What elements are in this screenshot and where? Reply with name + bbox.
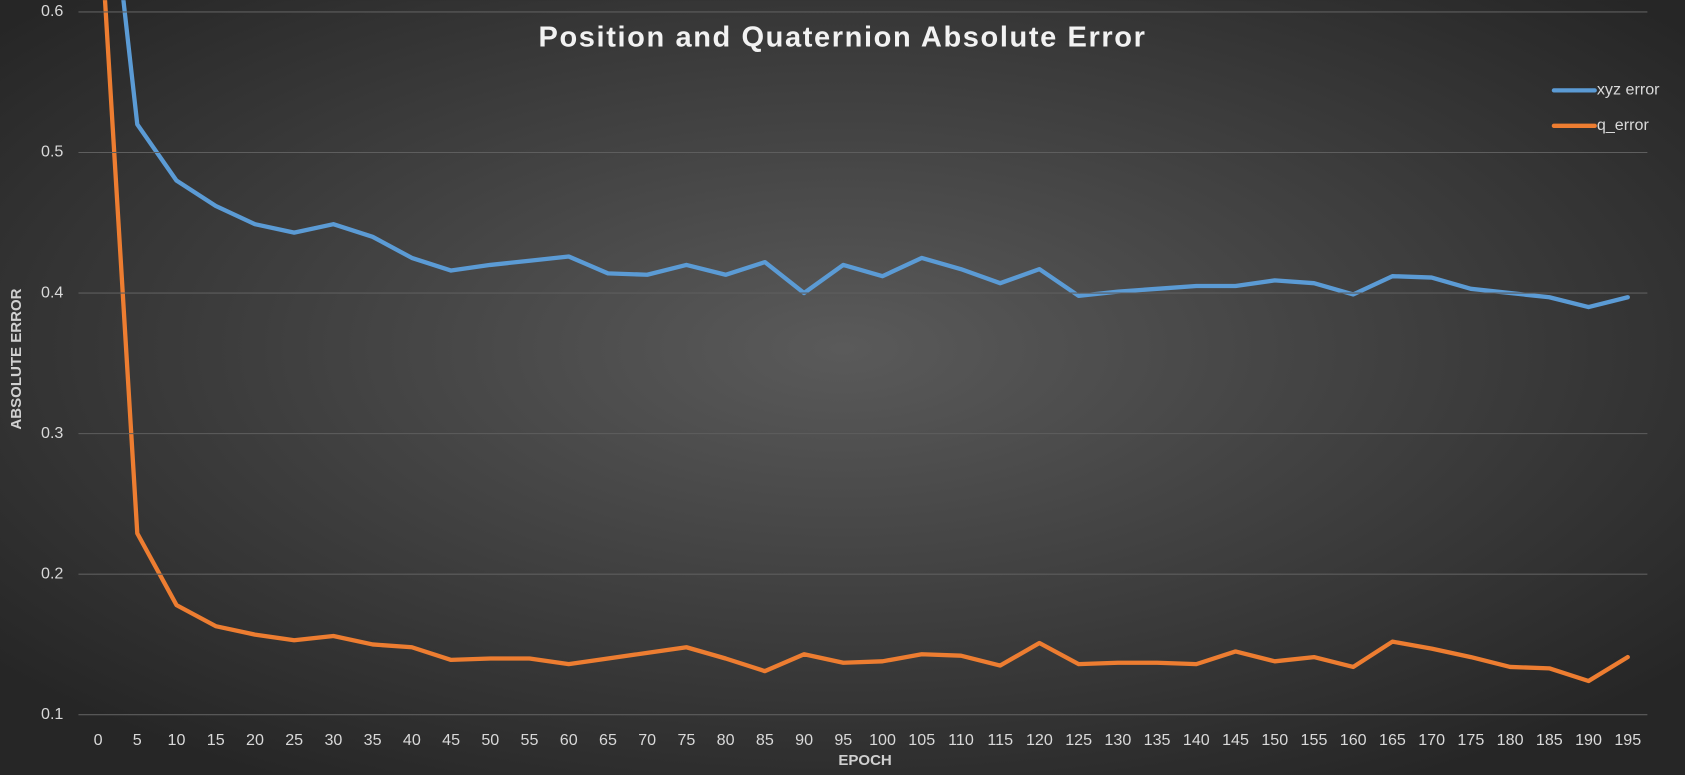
x-tick-label: 30	[324, 731, 342, 749]
x-tick-label: 95	[834, 731, 852, 749]
x-tick-label: 140	[1183, 731, 1210, 749]
x-tick-label: 195	[1614, 731, 1641, 749]
x-tick-label: 35	[364, 731, 382, 749]
legend-label: q_error	[1597, 116, 1650, 134]
x-tick-label: 115	[987, 731, 1013, 749]
x-tick-label: 25	[285, 731, 303, 749]
x-tick-label: 15	[207, 731, 225, 749]
y-tick-label: 0.5	[41, 143, 63, 161]
x-tick-label: 165	[1379, 731, 1406, 749]
y-tick-label: 0.3	[41, 424, 63, 442]
x-tick-label: 110	[948, 731, 974, 749]
x-tick-label: 120	[1026, 731, 1053, 749]
x-tick-label: 75	[677, 731, 695, 749]
x-tick-label: 70	[638, 731, 656, 749]
y-tick-label: 0.1	[41, 705, 63, 723]
x-tick-label: 60	[560, 731, 578, 749]
x-tick-label: 20	[246, 731, 264, 749]
x-tick-label: 40	[403, 731, 421, 749]
x-tick-label: 100	[869, 731, 896, 749]
x-tick-label: 150	[1261, 731, 1288, 749]
x-tick-label: 90	[795, 731, 813, 749]
x-tick-label: 145	[1222, 731, 1249, 749]
series-line	[121, 0, 1630, 310]
x-tick-label: 0	[94, 731, 103, 749]
x-tick-label: 10	[168, 731, 186, 749]
y-tick-label: 0.6	[41, 2, 63, 20]
x-tick-label: 170	[1418, 731, 1445, 749]
x-tick-label: 155	[1301, 731, 1328, 749]
x-tick-label: 85	[756, 731, 774, 749]
y-axis-title: ABSOLUTE ERROR	[8, 288, 25, 429]
x-tick-label: 190	[1575, 731, 1602, 749]
x-tick-label: 105	[908, 731, 935, 749]
x-tick-label: 125	[1065, 731, 1092, 749]
legend-label: xyz error	[1597, 81, 1660, 99]
x-tick-label: 180	[1497, 731, 1524, 749]
y-tick-label: 0.2	[41, 564, 63, 582]
x-tick-label: 175	[1457, 731, 1484, 749]
x-tick-label: 5	[133, 731, 142, 749]
x-tick-label: 45	[442, 731, 460, 749]
plot-area	[102, 0, 1630, 684]
chart-title: Position and Quaternion Absolute Error	[539, 21, 1147, 53]
series-line	[102, 0, 1630, 684]
x-tick-label: 80	[717, 731, 735, 749]
x-tick-label: 55	[521, 731, 539, 749]
x-tick-label: 130	[1104, 731, 1131, 749]
x-tick-label: 50	[481, 731, 499, 749]
x-tick-label: 135	[1144, 731, 1171, 749]
x-tick-label: 160	[1340, 731, 1367, 749]
y-tick-label: 0.4	[41, 283, 63, 301]
x-tick-label: 65	[599, 731, 617, 749]
x-tick-label: 185	[1536, 731, 1563, 749]
x-axis-title: EPOCH	[838, 752, 891, 769]
